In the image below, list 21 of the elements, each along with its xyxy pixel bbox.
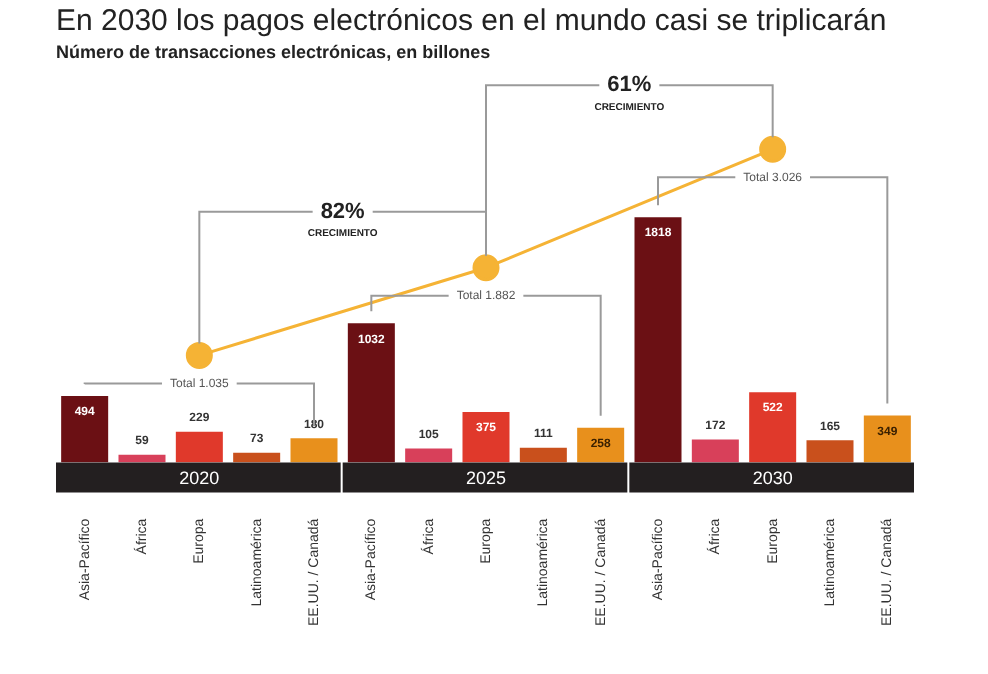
chart-subtitle: Número de transacciones electrónicas, en billones <box>56 41 491 62</box>
text: 2030 <box>752 467 793 488</box>
bar <box>691 439 739 463</box>
bar <box>863 415 911 463</box>
bar <box>347 323 395 463</box>
text: 2020 <box>179 467 220 488</box>
bar <box>462 411 510 463</box>
bar <box>519 447 567 463</box>
annotation: 82% <box>320 199 366 224</box>
bar <box>118 454 166 463</box>
bar <box>749 392 797 463</box>
bar <box>61 395 109 463</box>
bar <box>405 448 453 463</box>
bar <box>175 431 223 463</box>
bar <box>806 440 854 463</box>
text: 2025 <box>465 467 507 488</box>
bar <box>233 452 281 463</box>
bar <box>634 217 682 463</box>
text: 61% <box>607 73 652 98</box>
bar <box>290 438 338 463</box>
chart-title: En 2030 los pagos electrónicos en el mundo casi se triplicarán <box>56 4 887 39</box>
